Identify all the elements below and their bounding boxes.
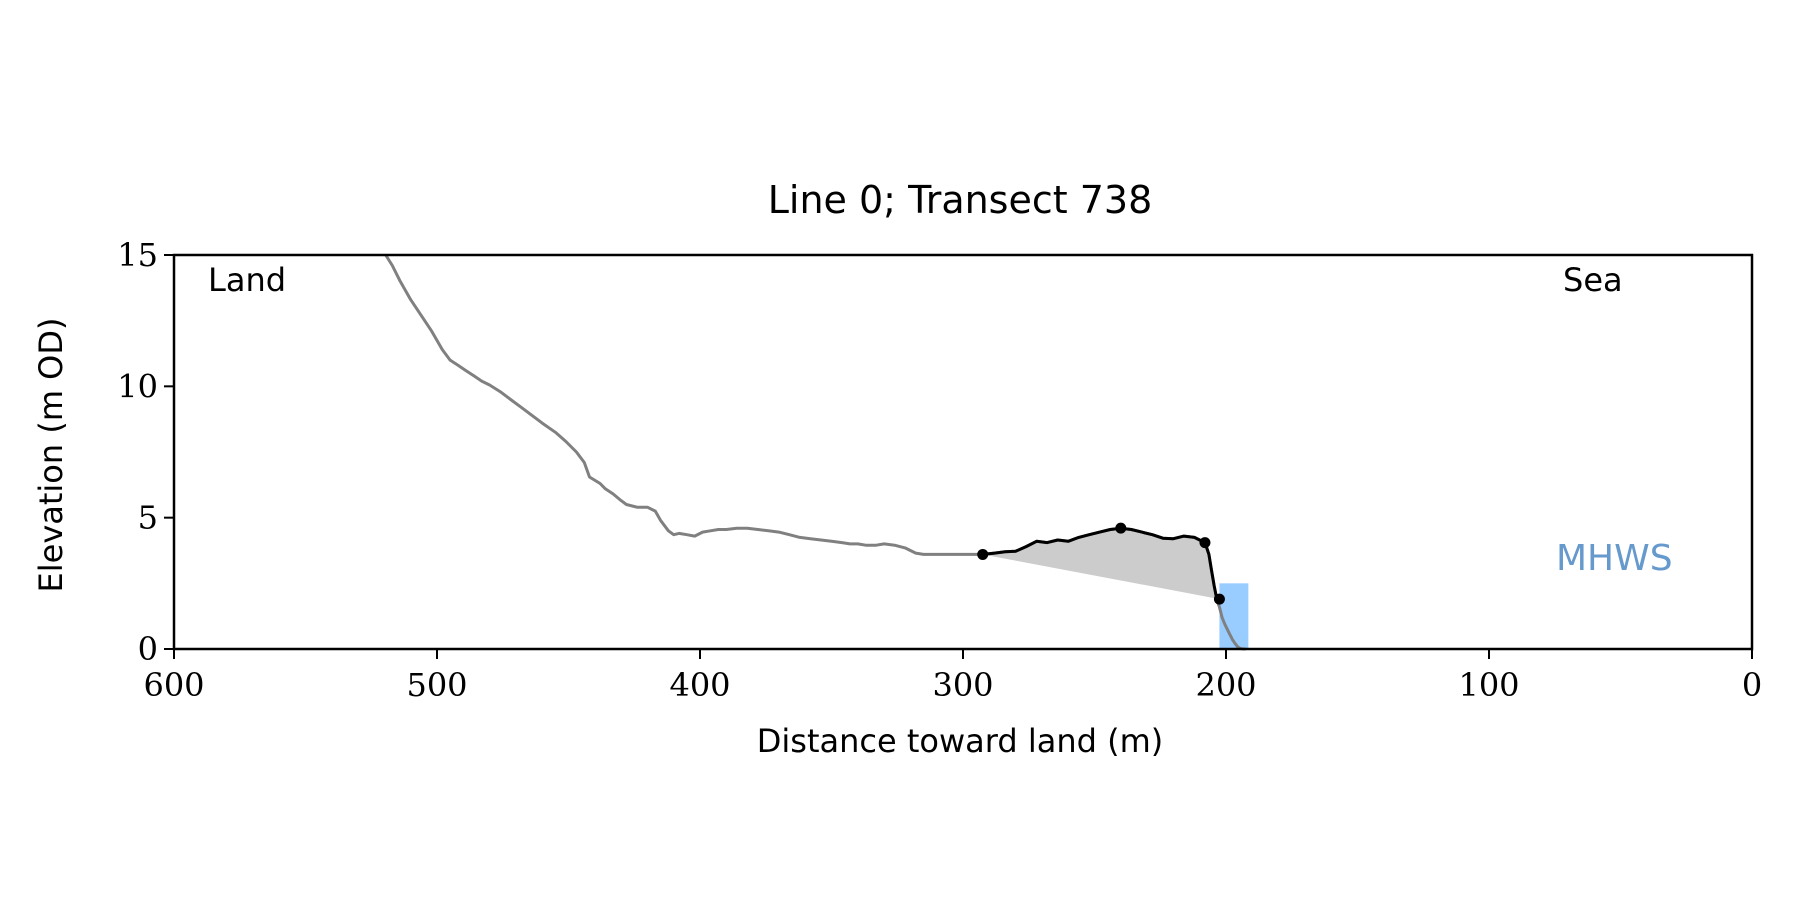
mhws-band: [1219, 583, 1249, 649]
x-axis-label: Distance toward land (m): [757, 722, 1163, 760]
x-tick-label: 200: [1195, 666, 1256, 704]
x-tick-label: 100: [1458, 666, 1519, 704]
dune-marker-point: [977, 548, 989, 560]
y-tick-label: 15: [117, 236, 158, 274]
dune-marker-point: [1199, 537, 1211, 549]
x-tick-label: 600: [143, 666, 204, 704]
plot-area: [384, 254, 1249, 651]
y-tick-label: 10: [117, 367, 158, 405]
x-tick-label: 300: [932, 666, 993, 704]
beach-profile-line: [384, 254, 1246, 651]
y-axis-label: Elevation (m OD): [32, 318, 70, 593]
x-tick-label: 500: [406, 666, 467, 704]
dune-marker-point: [1213, 593, 1225, 605]
dune-marker-point: [1115, 522, 1127, 534]
axes: 600 500 400 300 200 100 0 0 5 10 15: [117, 236, 1762, 704]
dune-volume-fill: [982, 528, 1220, 600]
x-tick-label: 400: [669, 666, 730, 704]
y-tick-label: 5: [138, 499, 158, 537]
mhws-label: MHWS: [1556, 538, 1673, 579]
plot-frame: [172, 253, 1754, 651]
chart-title: Line 0; Transect 738: [768, 178, 1153, 222]
y-tick-label: 0: [138, 630, 158, 668]
x-tick-label: 0: [1742, 666, 1762, 704]
sea-label: Sea: [1563, 261, 1623, 299]
land-label: Land: [208, 261, 286, 299]
